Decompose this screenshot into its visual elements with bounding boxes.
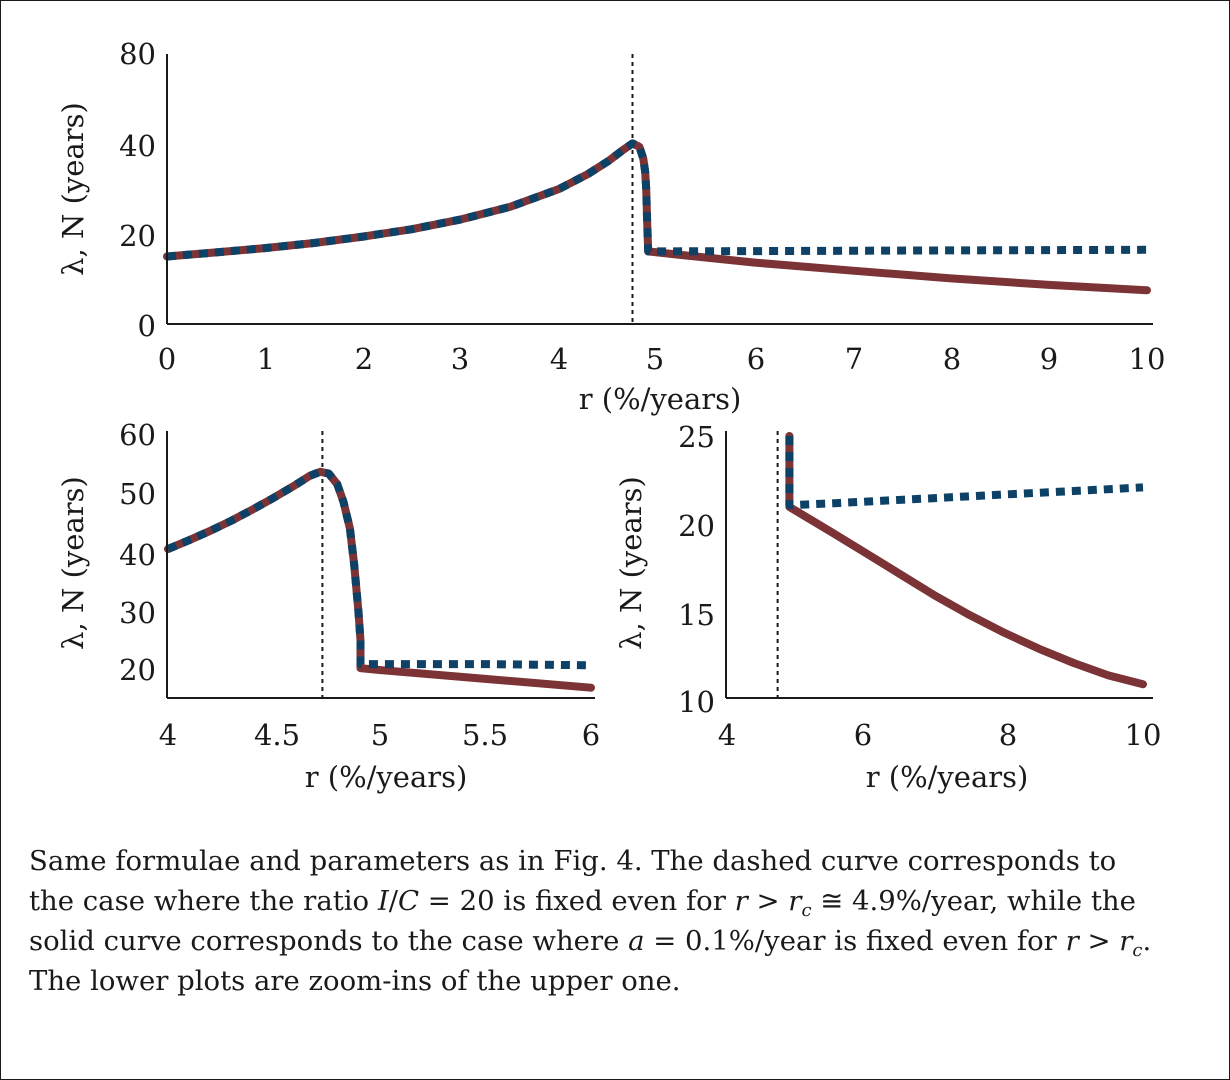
bottom-left-y-axis-label: λ, N (years) <box>56 476 90 650</box>
caption-text: the case where the ratio <box>29 885 378 917</box>
bottom-left-dashed-series-line <box>166 467 592 670</box>
bottom-left-x-tick: 4 <box>159 718 177 752</box>
caption-text: ≅ 4.9%/year, while the <box>811 885 1136 917</box>
bottom-left-y-ticks: 20 30 40 50 60 <box>119 418 156 687</box>
top-x-tick: 5 <box>646 342 664 376</box>
top-x-tick: 1 <box>257 342 275 376</box>
bottom-left-y-tick: 20 <box>119 653 156 687</box>
bottom-right-y-axis-label: λ, N (years) <box>614 476 648 650</box>
bottom-left-x-tick: 6 <box>582 718 600 752</box>
top-y-axis-label: λ, N (years) <box>56 102 90 276</box>
top-y-tick: 0 <box>138 309 156 343</box>
top-marks <box>163 54 1151 324</box>
caption-italic: I <box>377 885 389 917</box>
top-x-tick: 0 <box>158 342 176 376</box>
figure-caption: Same formulae and parameters as in Fig. … <box>29 841 1204 1001</box>
bottom-right-y-tick: 15 <box>678 598 715 632</box>
top-x-tick: 3 <box>451 342 469 376</box>
bottom-left-x-axis-label: r (%/years) <box>305 760 468 794</box>
caption-subscript: c <box>801 900 812 921</box>
bottom-right-dashed-series-line <box>785 436 1144 510</box>
bottom-right-axes <box>725 431 1153 699</box>
caption-italic: r <box>734 885 748 917</box>
caption-italic: r <box>1119 925 1133 957</box>
caption-line-2: the case where the ratio I/C = 20 is fix… <box>29 881 1204 921</box>
top-x-ticks: 0 1 2 3 4 5 6 7 8 9 10 <box>158 342 1166 376</box>
bottom-left-chart: 20 30 40 50 60 4 4.5 5 5.5 6 r (%/years)… <box>56 418 600 794</box>
bottom-right-y-ticks: 10 15 20 25 <box>678 420 715 719</box>
caption-text: Same formulae and parameters as in Fig. … <box>29 845 1117 877</box>
caption-italic: C <box>398 885 420 917</box>
bottom-right-x-tick: 4 <box>718 718 736 752</box>
caption-text: / <box>388 885 398 917</box>
top-y-tick: 20 <box>119 219 156 253</box>
bottom-left-y-tick: 50 <box>119 477 156 511</box>
bottom-left-x-tick: 5.5 <box>462 718 508 752</box>
top-axes <box>166 54 1153 325</box>
bottom-right-x-tick: 10 <box>1125 718 1162 752</box>
top-x-tick: 2 <box>355 342 373 376</box>
bottom-right-x-ticks: 4 6 8 10 <box>718 718 1162 752</box>
caption-subscript: c <box>1132 940 1143 961</box>
top-x-tick: 4 <box>550 342 568 376</box>
top-y-tick: 80 <box>119 37 156 71</box>
caption-line-1: Same formulae and parameters as in Fig. … <box>29 841 1204 881</box>
top-dashed-series-line <box>166 139 1148 261</box>
caption-text: > <box>747 885 789 917</box>
figure-plots: 0 20 40 80 0 1 2 3 4 5 6 7 8 9 10 r (%/y… <box>56 37 1165 794</box>
bottom-right-solid-series-line <box>785 432 1147 689</box>
caption-line-4: The lower plots are zoom-ins of the uppe… <box>29 961 1204 1001</box>
bottom-right-y-tick: 20 <box>678 509 715 543</box>
bottom-right-x-tick: 8 <box>999 718 1017 752</box>
caption-italic: a <box>628 925 645 957</box>
top-x-tick: 8 <box>943 342 961 376</box>
bottom-left-y-tick: 60 <box>119 418 156 452</box>
caption-text: The lower plots are zoom-ins of the uppe… <box>29 965 681 997</box>
bottom-left-axes <box>166 431 595 699</box>
caption-text: = 20 is fixed even for <box>419 885 735 917</box>
top-x-tick: 9 <box>1040 342 1058 376</box>
caption-text: . <box>1142 925 1152 957</box>
bottom-right-x-tick: 6 <box>854 718 872 752</box>
bottom-left-x-ticks: 4 4.5 5 5.5 6 <box>159 718 600 752</box>
caption-line-3: solid curve corresponds to the case wher… <box>29 921 1204 961</box>
bottom-right-chart: 10 15 20 25 4 6 8 10 r (%/years) λ, N (y… <box>614 420 1161 794</box>
top-solid-series-line <box>163 139 1151 295</box>
top-y-tick: 40 <box>119 129 156 163</box>
bottom-right-marks <box>776 431 1147 698</box>
top-x-tick: 6 <box>747 342 765 376</box>
caption-text: solid curve corresponds to the case wher… <box>29 925 629 957</box>
bottom-left-x-tick: 5 <box>371 718 389 752</box>
bottom-left-solid-series-line <box>164 467 595 692</box>
top-chart: 0 20 40 80 0 1 2 3 4 5 6 7 8 9 10 r (%/y… <box>56 37 1165 416</box>
caption-text: = 0.1%/year is fixed even for <box>644 925 1066 957</box>
caption-italic: r <box>788 885 802 917</box>
bottom-left-y-tick: 40 <box>119 538 156 572</box>
caption-text: > <box>1078 925 1120 957</box>
caption-italic: r <box>1065 925 1079 957</box>
bottom-left-y-tick: 30 <box>119 596 156 630</box>
bottom-left-x-tick: 4.5 <box>254 718 300 752</box>
bottom-right-y-tick: 25 <box>678 420 715 454</box>
top-x-axis-label: r (%/years) <box>579 382 742 416</box>
bottom-right-y-tick: 10 <box>678 685 715 719</box>
top-x-tick: 10 <box>1129 342 1166 376</box>
bottom-right-x-axis-label: r (%/years) <box>866 760 1029 794</box>
bottom-left-marks <box>164 431 595 698</box>
top-x-tick: 7 <box>845 342 863 376</box>
top-y-ticks: 0 20 40 80 <box>119 37 156 343</box>
